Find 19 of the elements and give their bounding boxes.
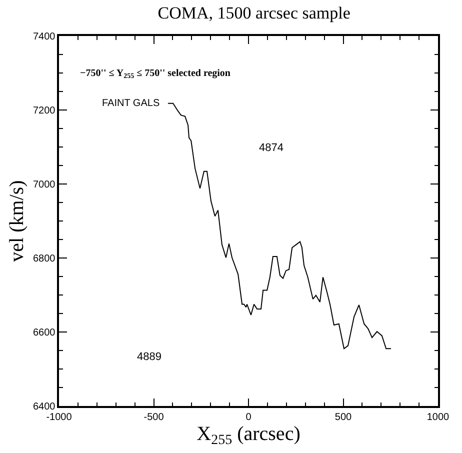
y-tick-label: 6800 (33, 254, 56, 264)
y-tick-label: 7200 (33, 106, 56, 116)
x-tick-label: -500 (144, 412, 164, 423)
y-tick-label: 6600 (33, 328, 56, 338)
annotation: 4889 (137, 351, 162, 363)
annotation: 4874 (259, 142, 284, 154)
x-tick-label: -1000 (46, 412, 72, 423)
x-tick-label: 1000 (426, 412, 450, 423)
x-tick-label: 500 (334, 412, 352, 423)
x-axis-title: X$_{255}$ (arcsec) (196, 422, 300, 448)
chart-title: COMA, 1500 arcsec sample (158, 4, 350, 23)
line-series (167, 102, 392, 350)
annotation: −750'' ≤ Y$_{255}$ ≤ 750'' selected region (80, 68, 231, 80)
y-axis-title: vel (km/s) (6, 180, 28, 262)
y-tick-label: 6400 (33, 402, 56, 412)
y-tick-label: 7000 (33, 180, 56, 190)
x-tick-label: 0 (246, 412, 252, 423)
series-label: FAINT GALS (102, 98, 160, 109)
y-tick-label: 7400 (33, 32, 56, 42)
